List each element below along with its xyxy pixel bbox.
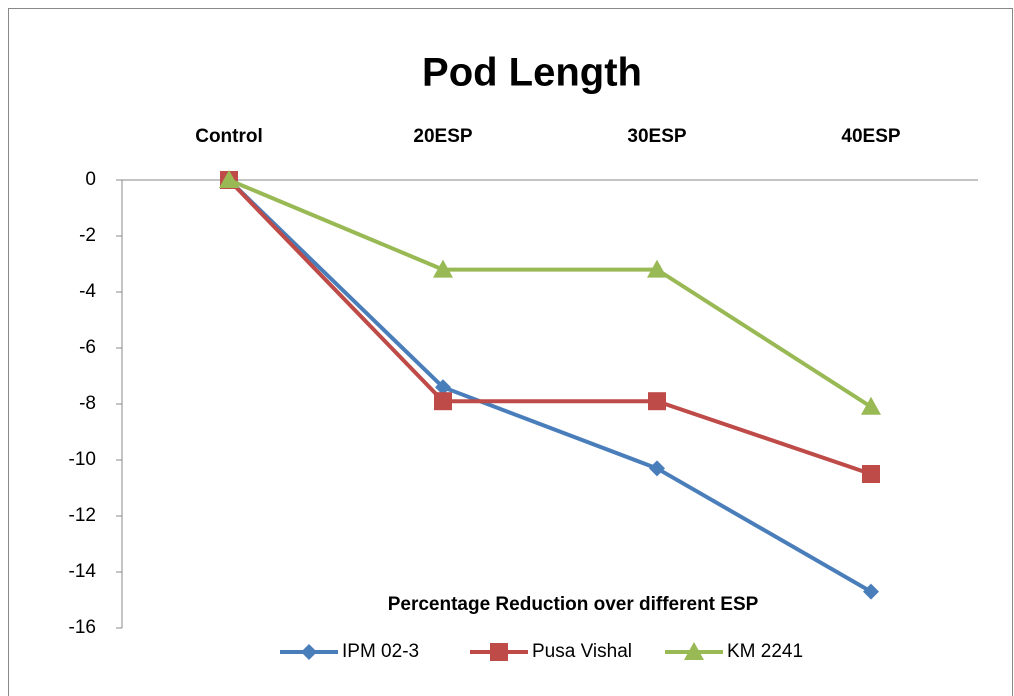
chart-border bbox=[8, 8, 1013, 696]
y-tick-label: -2 bbox=[79, 225, 96, 246]
data-point bbox=[862, 465, 880, 483]
y-tick-label: -12 bbox=[69, 505, 96, 526]
series-line bbox=[227, 178, 872, 476]
legend-label: Pusa Vishal bbox=[532, 641, 632, 662]
x-tick-label: 40ESP bbox=[841, 126, 900, 147]
series-line bbox=[228, 178, 873, 409]
x-tick-label: 20ESP bbox=[413, 126, 472, 147]
y-tick-label: -16 bbox=[69, 617, 96, 638]
y-tick-label: 0 bbox=[85, 169, 96, 190]
data-point bbox=[434, 392, 452, 411]
y-tick-label: -14 bbox=[69, 561, 97, 582]
legend-label: IPM 02-3 bbox=[342, 641, 419, 662]
data-point bbox=[647, 259, 667, 278]
data-point bbox=[649, 460, 665, 477]
chart-title: Pod Length bbox=[422, 51, 642, 95]
data-point bbox=[219, 170, 239, 188]
data-point bbox=[861, 396, 881, 415]
x-tick-label: Control bbox=[195, 126, 263, 147]
x-axis-label: Percentage Reduction over different ESP bbox=[388, 594, 759, 615]
data-point bbox=[433, 259, 453, 278]
y-tick-label: -4 bbox=[79, 281, 96, 302]
legend-marker bbox=[490, 643, 508, 661]
legend-label: KM 2241 bbox=[727, 641, 803, 662]
x-tick-label: 30ESP bbox=[627, 126, 686, 147]
data-point bbox=[863, 583, 879, 600]
data-point bbox=[435, 379, 451, 396]
data-point bbox=[648, 392, 666, 411]
y-tick-label: -6 bbox=[79, 337, 96, 358]
legend-marker bbox=[301, 644, 317, 660]
legend-marker bbox=[684, 642, 704, 660]
y-tick-label: -10 bbox=[69, 449, 96, 470]
series-line bbox=[227, 178, 872, 594]
y-tick-label: -8 bbox=[79, 393, 96, 414]
